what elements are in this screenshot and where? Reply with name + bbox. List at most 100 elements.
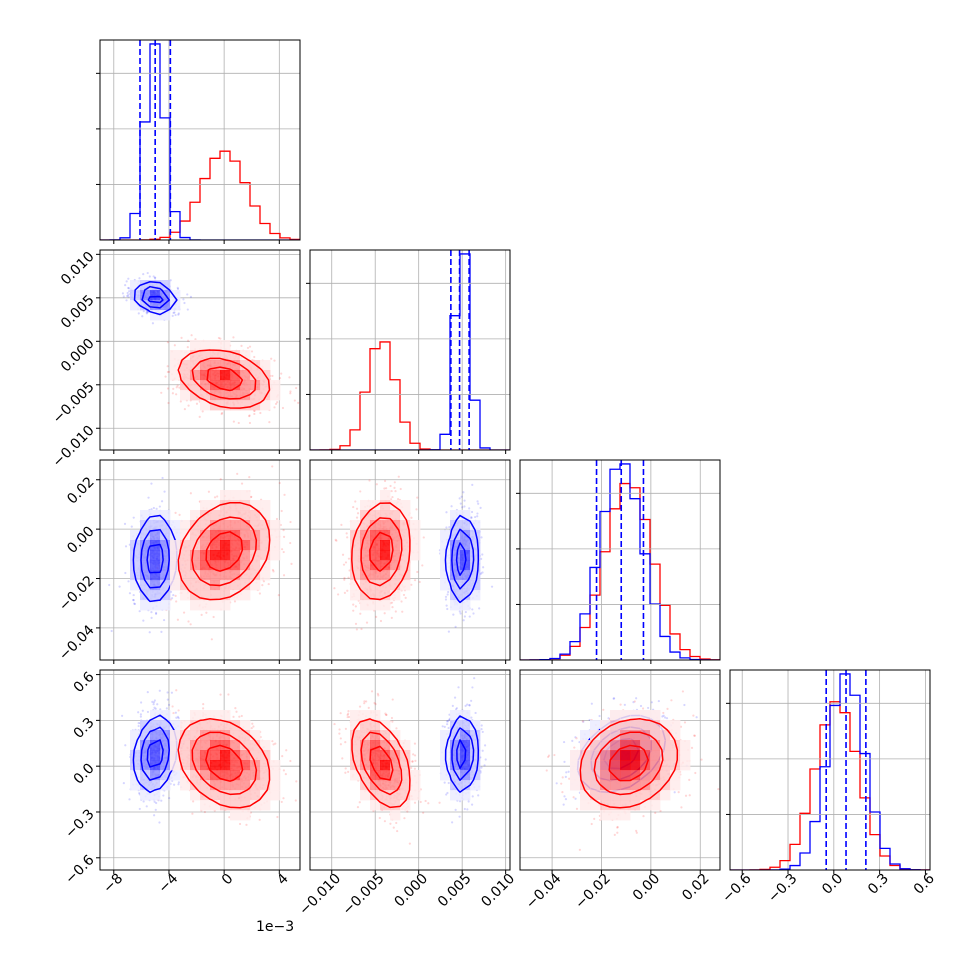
panel-2-1-content <box>333 475 494 633</box>
point-red <box>220 412 223 416</box>
point-blue <box>454 625 457 628</box>
density-cell-red <box>400 520 411 531</box>
point-blue <box>476 512 479 515</box>
point-red <box>273 406 276 409</box>
density-cell-red <box>220 520 231 531</box>
point-blue <box>172 593 175 597</box>
point-red <box>248 421 252 425</box>
density-cell-red <box>230 490 241 501</box>
density-cell-red <box>220 550 231 561</box>
point-blue <box>132 593 135 597</box>
point-blue <box>165 707 168 710</box>
point-blue <box>132 598 135 602</box>
density-cell-blue <box>160 540 171 551</box>
density-cell-red <box>230 390 241 401</box>
density-cell-blue <box>140 540 151 551</box>
point-red <box>391 606 394 609</box>
density-cell-red <box>210 570 221 581</box>
point-blue <box>146 691 149 694</box>
density-cell-red <box>370 530 381 541</box>
point-red <box>354 500 357 503</box>
point-blue <box>168 796 171 800</box>
point-red <box>174 511 177 514</box>
density-cell-red <box>220 490 231 501</box>
density-cell-red <box>200 530 211 541</box>
density-cell-red <box>380 560 391 571</box>
point-blue <box>177 717 180 720</box>
density-cell-blue <box>140 520 151 531</box>
point-blue <box>445 526 448 529</box>
point-red <box>404 596 407 599</box>
point-blue <box>471 608 474 611</box>
point-red <box>280 372 283 375</box>
point-blue <box>154 276 157 279</box>
point-blue <box>124 744 127 747</box>
density-cell-blue <box>470 590 481 601</box>
density-cell-red <box>220 370 231 381</box>
density-cell-red <box>260 500 271 511</box>
density-cell-blue <box>450 550 461 561</box>
point-blue <box>141 709 144 712</box>
point-red <box>168 370 171 373</box>
density-cell-red <box>230 560 241 571</box>
point-red <box>422 536 425 539</box>
point-blue <box>177 783 180 786</box>
point-blue <box>189 295 193 299</box>
point-blue <box>146 311 149 314</box>
density-cell-red <box>180 570 191 581</box>
density-cell-red <box>250 540 261 551</box>
density-cell-red <box>240 500 251 511</box>
point-blue <box>458 497 461 500</box>
point-blue <box>150 616 153 619</box>
point-blue <box>459 502 462 505</box>
point-red <box>258 592 262 595</box>
point-blue <box>479 506 482 510</box>
point-red <box>261 584 264 587</box>
point-blue <box>444 598 448 601</box>
point-blue <box>470 510 474 514</box>
point-blue <box>124 545 128 548</box>
density-cell-red <box>230 380 241 391</box>
point-red <box>250 495 253 498</box>
point-red <box>347 576 350 579</box>
point-blue <box>183 301 186 305</box>
point-red <box>418 580 421 584</box>
density-cell-blue <box>160 570 171 581</box>
density-cell-red <box>270 540 281 551</box>
density-cell-red <box>380 510 391 521</box>
point-red <box>352 505 355 509</box>
density-cell-blue <box>470 570 481 581</box>
point-red <box>237 421 240 425</box>
point-blue <box>170 597 174 600</box>
point-blue <box>461 506 464 509</box>
point-blue <box>125 280 128 283</box>
density-cell-blue <box>150 600 161 611</box>
density-cell-red <box>260 550 271 561</box>
density-cell-red <box>200 570 211 581</box>
point-blue <box>174 313 177 317</box>
density-cell-red <box>350 560 361 571</box>
point-blue <box>127 293 130 297</box>
point-blue <box>110 629 113 633</box>
point-blue <box>462 619 465 622</box>
panel-2-0-density-red <box>170 490 281 611</box>
point-red <box>393 481 396 484</box>
density-cell-blue <box>140 280 151 291</box>
density-cell-red <box>250 510 261 521</box>
density-cell-red <box>240 380 251 391</box>
density-cell-red <box>240 370 251 381</box>
density-cell-blue <box>130 280 141 291</box>
contour-red-2 <box>206 366 244 392</box>
density-cell-red <box>190 560 201 571</box>
point-blue <box>474 515 477 519</box>
point-blue <box>478 607 481 610</box>
point-blue <box>175 716 178 719</box>
panel-2-2 <box>516 459 721 664</box>
panel-1-0-frame <box>99 249 301 451</box>
density-cell-red <box>220 500 231 511</box>
panels-layer <box>96 39 931 874</box>
point-blue <box>448 526 451 529</box>
density-cell-blue <box>160 560 171 571</box>
density-cell-red <box>350 520 361 531</box>
density-cell-red <box>380 580 391 591</box>
